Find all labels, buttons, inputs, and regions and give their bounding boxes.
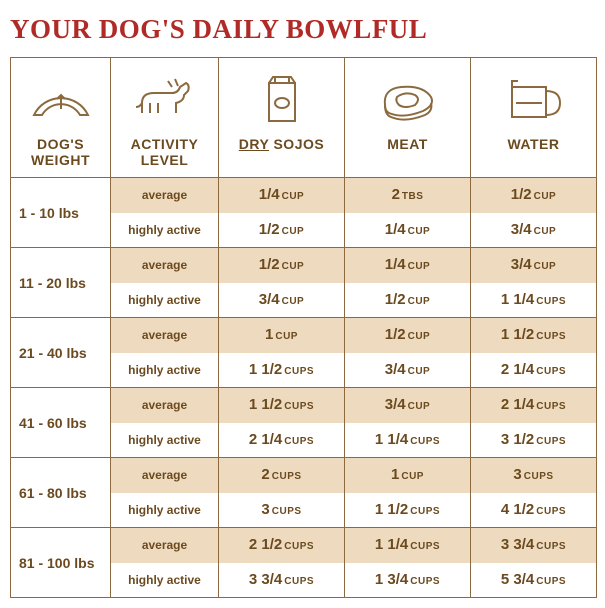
weight-cell: 1 - 10 lbs <box>11 178 111 248</box>
value-cell: 2 1/4CUPS <box>471 388 597 423</box>
bag-icon <box>219 68 344 132</box>
weight-cell: 11 - 20 lbs <box>11 248 111 318</box>
value-cell: 1/4CUP <box>219 178 345 213</box>
value-cell: 1/4CUP <box>345 248 471 283</box>
header-row: DOG'SWEIGHT ACTIVITYLEVEL DRY SOJOS <box>11 58 597 178</box>
value-cell: 3 3/4CUPS <box>219 563 345 598</box>
value-cell: 3/4CUP <box>219 283 345 318</box>
value-cell: 2 1/4CUPS <box>219 423 345 458</box>
value-cell: 2 1/4CUPS <box>471 353 597 388</box>
col-sojos-label: DRY SOJOS <box>219 136 344 152</box>
value-cell: 1/4CUP <box>345 213 471 248</box>
dog-icon <box>111 68 218 132</box>
value-cell: 3CUPS <box>219 493 345 528</box>
col-weight-label: DOG'SWEIGHT <box>11 136 110 168</box>
steak-icon <box>345 68 470 132</box>
value-cell: 1/2CUP <box>219 213 345 248</box>
table-row: 81 - 100 lbsaverage2 1/2CUPS1 1/4CUPS3 3… <box>11 528 597 563</box>
value-cell: 3/4CUP <box>345 388 471 423</box>
value-cell: 3/4CUP <box>471 248 597 283</box>
col-weight: DOG'SWEIGHT <box>11 58 111 178</box>
value-cell: 2 1/2CUPS <box>219 528 345 563</box>
value-cell: 2CUPS <box>219 458 345 493</box>
weight-cell: 21 - 40 lbs <box>11 318 111 388</box>
value-cell: 1 1/4CUPS <box>471 283 597 318</box>
value-cell: 3 3/4CUPS <box>471 528 597 563</box>
activity-cell: average <box>111 528 219 563</box>
value-cell: 1/2CUP <box>345 283 471 318</box>
value-cell: 1 1/2CUPS <box>471 318 597 353</box>
activity-cell: highly active <box>111 353 219 388</box>
table-row: 1 - 10 lbsaverage1/4CUP2TBS1/2CUP <box>11 178 597 213</box>
value-cell: 2TBS <box>345 178 471 213</box>
value-cell: 1 1/2CUPS <box>345 493 471 528</box>
page-title: YOUR DOG'S DAILY BOWLFUL <box>10 14 595 45</box>
activity-cell: highly active <box>111 213 219 248</box>
activity-cell: average <box>111 458 219 493</box>
activity-cell: highly active <box>111 283 219 318</box>
table-row: 21 - 40 lbsaverage1CUP1/2CUP1 1/2CUPS <box>11 318 597 353</box>
col-meat: MEAT <box>345 58 471 178</box>
table-body: 1 - 10 lbsaverage1/4CUP2TBS1/2CUPhighly … <box>11 178 597 598</box>
col-water-label: WATER <box>471 136 596 152</box>
value-cell: 1/2CUP <box>471 178 597 213</box>
value-cell: 4 1/2CUPS <box>471 493 597 528</box>
col-sojos: DRY SOJOS <box>219 58 345 178</box>
value-cell: 1/2CUP <box>345 318 471 353</box>
table-row: 11 - 20 lbsaverage1/2CUP1/4CUP3/4CUP <box>11 248 597 283</box>
activity-cell: average <box>111 388 219 423</box>
weight-cell: 61 - 80 lbs <box>11 458 111 528</box>
value-cell: 3 1/2CUPS <box>471 423 597 458</box>
activity-cell: average <box>111 248 219 283</box>
value-cell: 3/4CUP <box>345 353 471 388</box>
feeding-table: DOG'SWEIGHT ACTIVITYLEVEL DRY SOJOS <box>10 57 597 598</box>
value-cell: 3/4CUP <box>471 213 597 248</box>
col-activity-label: ACTIVITYLEVEL <box>111 136 218 168</box>
table-row: 41 - 60 lbsaverage1 1/2CUPS3/4CUP2 1/4CU… <box>11 388 597 423</box>
value-cell: 1 1/2CUPS <box>219 388 345 423</box>
value-cell: 1 1/4CUPS <box>345 528 471 563</box>
col-activity: ACTIVITYLEVEL <box>111 58 219 178</box>
weight-cell: 41 - 60 lbs <box>11 388 111 458</box>
col-water: WATER <box>471 58 597 178</box>
table-row: 61 - 80 lbsaverage2CUPS1CUP3CUPS <box>11 458 597 493</box>
value-cell: 5 3/4CUPS <box>471 563 597 598</box>
col-meat-label: MEAT <box>345 136 470 152</box>
activity-cell: average <box>111 178 219 213</box>
value-cell: 3CUPS <box>471 458 597 493</box>
value-cell: 1 1/4CUPS <box>345 423 471 458</box>
value-cell: 1CUP <box>345 458 471 493</box>
scale-icon <box>11 68 110 132</box>
value-cell: 1CUP <box>219 318 345 353</box>
weight-cell: 81 - 100 lbs <box>11 528 111 598</box>
value-cell: 1/2CUP <box>219 248 345 283</box>
activity-cell: highly active <box>111 423 219 458</box>
activity-cell: highly active <box>111 493 219 528</box>
value-cell: 1 1/2CUPS <box>219 353 345 388</box>
activity-cell: average <box>111 318 219 353</box>
activity-cell: highly active <box>111 563 219 598</box>
cup-icon <box>471 68 596 132</box>
value-cell: 1 3/4CUPS <box>345 563 471 598</box>
